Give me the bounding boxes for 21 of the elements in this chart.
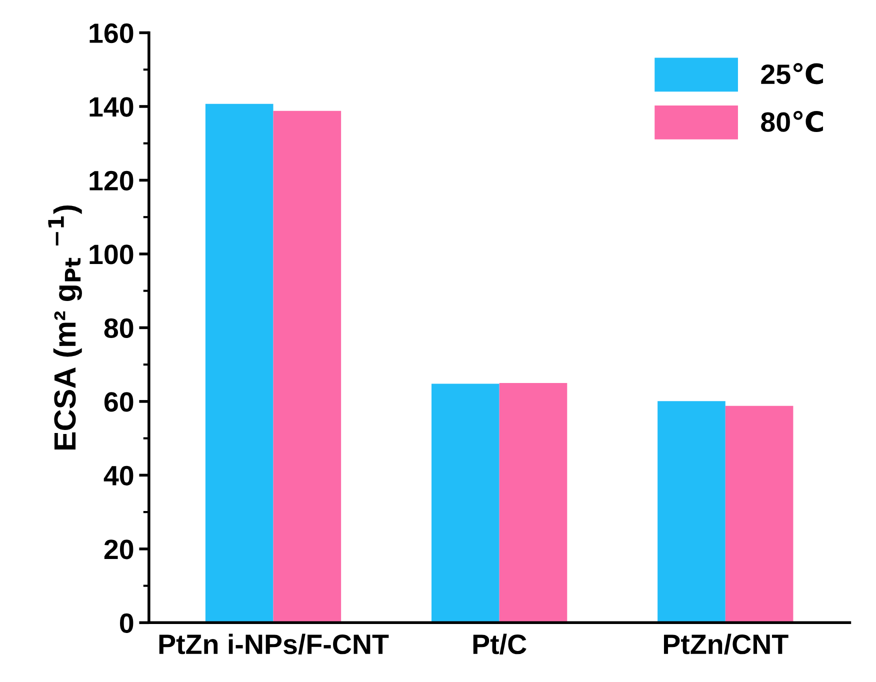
y-tick-label: 60 xyxy=(104,392,134,412)
y-tick-label: 120 xyxy=(90,170,134,191)
bar xyxy=(432,384,500,623)
legend-label: 80℃ xyxy=(761,110,823,132)
bar xyxy=(205,104,274,623)
y-tick-label: 160 xyxy=(90,23,134,44)
y-tick-label: 40 xyxy=(104,466,134,486)
y-tick-label: 0 xyxy=(120,613,134,634)
y-tick-label: 80 xyxy=(104,318,134,338)
bar xyxy=(273,110,342,623)
legend-label: 25℃ xyxy=(761,63,823,84)
x-tick-label: PtZn/CNT xyxy=(664,634,788,654)
x-tick-label: Pt/C xyxy=(473,634,526,654)
y-tick-label: 20 xyxy=(104,540,134,560)
y-axis-title: ECSA (m² g$_{Pt}$ $^{−1}$) xyxy=(48,205,82,450)
y-tick-label: 100 xyxy=(90,244,134,264)
bar xyxy=(658,401,726,623)
bar xyxy=(499,383,568,623)
y-tick-label: 140 xyxy=(90,97,134,117)
bar xyxy=(725,406,794,623)
x-tick-label: PtZn i-NPs/F-CNT xyxy=(159,634,389,654)
